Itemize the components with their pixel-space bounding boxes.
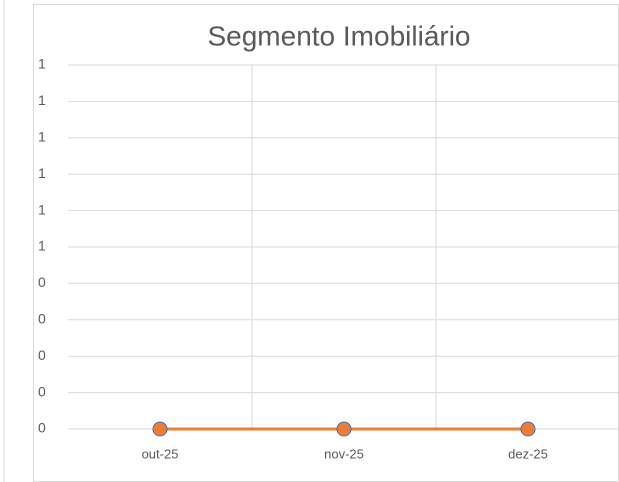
x-tick-label: out-25 <box>142 446 179 461</box>
y-tick-label: 1 <box>38 201 46 217</box>
data-point <box>520 421 536 437</box>
chart-border <box>33 4 619 482</box>
data-point <box>152 421 168 437</box>
x-tick-label: dez-25 <box>508 446 548 461</box>
y-tick-label: 0 <box>38 274 46 290</box>
y-tick-label: 1 <box>38 129 46 145</box>
data-point <box>336 421 352 437</box>
y-tick-label: 1 <box>38 165 46 181</box>
y-tick-label: 1 <box>38 92 46 108</box>
y-tick-label: 1 <box>38 56 46 72</box>
y-tick-label: 0 <box>38 311 46 327</box>
chart-title: Segmento Imobiliário <box>207 20 470 51</box>
y-tick-label: 0 <box>38 383 46 399</box>
y-tick-label: 0 <box>38 347 46 363</box>
y-tick-label: 1 <box>38 238 46 254</box>
x-tick-label: nov-25 <box>324 446 364 461</box>
y-tick-label: 0 <box>38 420 46 436</box>
